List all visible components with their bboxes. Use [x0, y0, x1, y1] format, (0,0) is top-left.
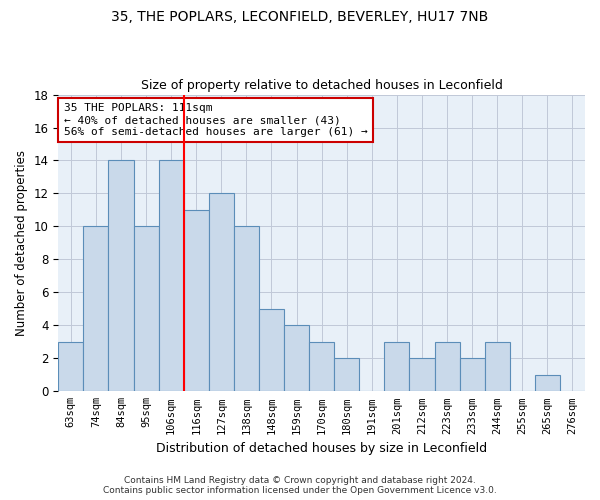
X-axis label: Distribution of detached houses by size in Leconfield: Distribution of detached houses by size … [156, 442, 487, 455]
Bar [259, 309, 284, 392]
Bar [134, 226, 158, 392]
Bar [109, 160, 134, 392]
Bar [309, 342, 334, 392]
Bar [83, 226, 109, 392]
Bar [535, 375, 560, 392]
Bar [434, 342, 460, 392]
Text: 35, THE POPLARS, LECONFIELD, BEVERLEY, HU17 7NB: 35, THE POPLARS, LECONFIELD, BEVERLEY, H… [112, 10, 488, 24]
Bar [158, 160, 184, 392]
Bar [460, 358, 485, 392]
Bar [334, 358, 359, 392]
Bar [485, 342, 510, 392]
Title: Size of property relative to detached houses in Leconfield: Size of property relative to detached ho… [141, 79, 503, 92]
Bar [385, 342, 409, 392]
Bar [409, 358, 434, 392]
Y-axis label: Number of detached properties: Number of detached properties [15, 150, 28, 336]
Bar [209, 194, 234, 392]
Bar [184, 210, 209, 392]
Bar [58, 342, 83, 392]
Text: Contains HM Land Registry data © Crown copyright and database right 2024.
Contai: Contains HM Land Registry data © Crown c… [103, 476, 497, 495]
Bar [284, 326, 309, 392]
Bar [234, 226, 259, 392]
Text: 35 THE POPLARS: 111sqm
← 40% of detached houses are smaller (43)
56% of semi-det: 35 THE POPLARS: 111sqm ← 40% of detached… [64, 104, 367, 136]
